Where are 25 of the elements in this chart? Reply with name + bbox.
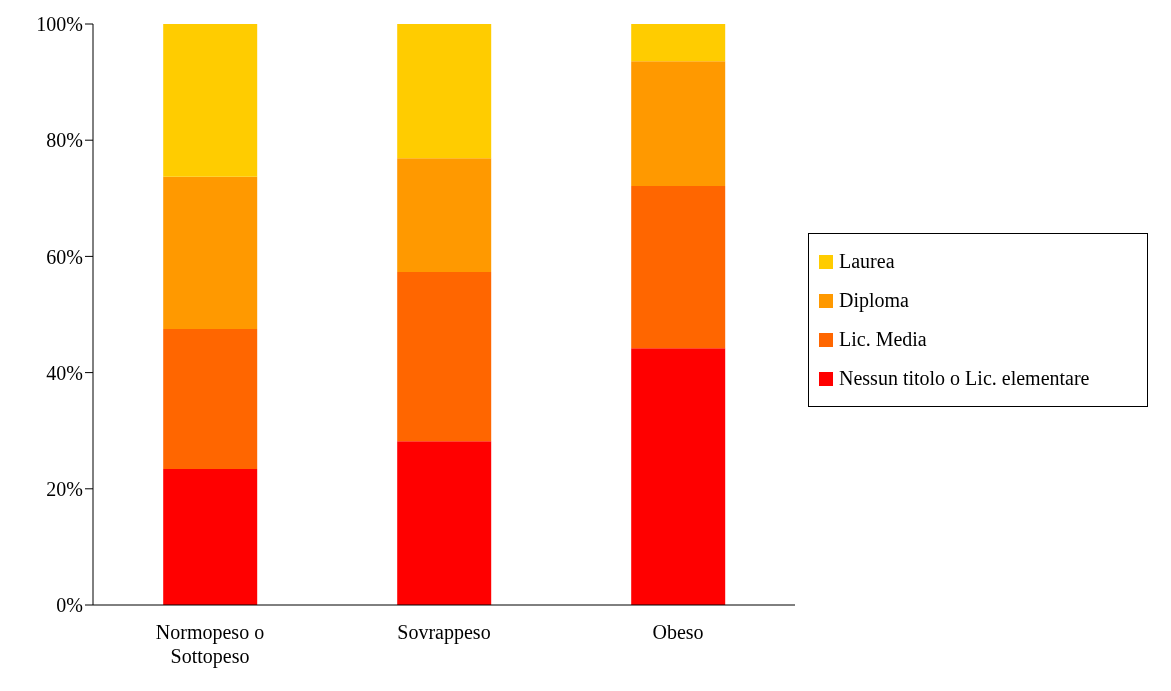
- bar: [631, 61, 726, 187]
- y-tick-label: 80%: [46, 129, 83, 152]
- bar: [163, 176, 258, 330]
- bar: [631, 24, 726, 62]
- bar: [397, 24, 492, 159]
- y-tick-label: 40%: [46, 361, 83, 384]
- legend-label: Diploma: [839, 288, 909, 314]
- legend-label: Lic. Media: [839, 327, 927, 352]
- bar: [397, 272, 492, 442]
- y-tick-label: 60%: [46, 245, 83, 268]
- x-tick-label: Sovrappeso: [397, 621, 491, 644]
- legend-label: Nessun titolo o Lic. elementare: [839, 366, 1090, 391]
- bar: [163, 329, 258, 470]
- x-tick-label: Obeso: [652, 621, 704, 643]
- y-tick-label: 0%: [56, 594, 83, 617]
- x-tick-label: Normopeso o Sottopeso: [155, 621, 265, 668]
- bar: [397, 158, 492, 273]
- bar: [631, 348, 726, 605]
- bar: [631, 186, 726, 349]
- legend-label: Laurea: [839, 249, 895, 274]
- bar: [163, 24, 258, 177]
- bar: [397, 441, 492, 605]
- y-tick-label: 100%: [36, 13, 83, 36]
- y-tick-label: 20%: [46, 477, 83, 500]
- bar: [163, 469, 258, 605]
